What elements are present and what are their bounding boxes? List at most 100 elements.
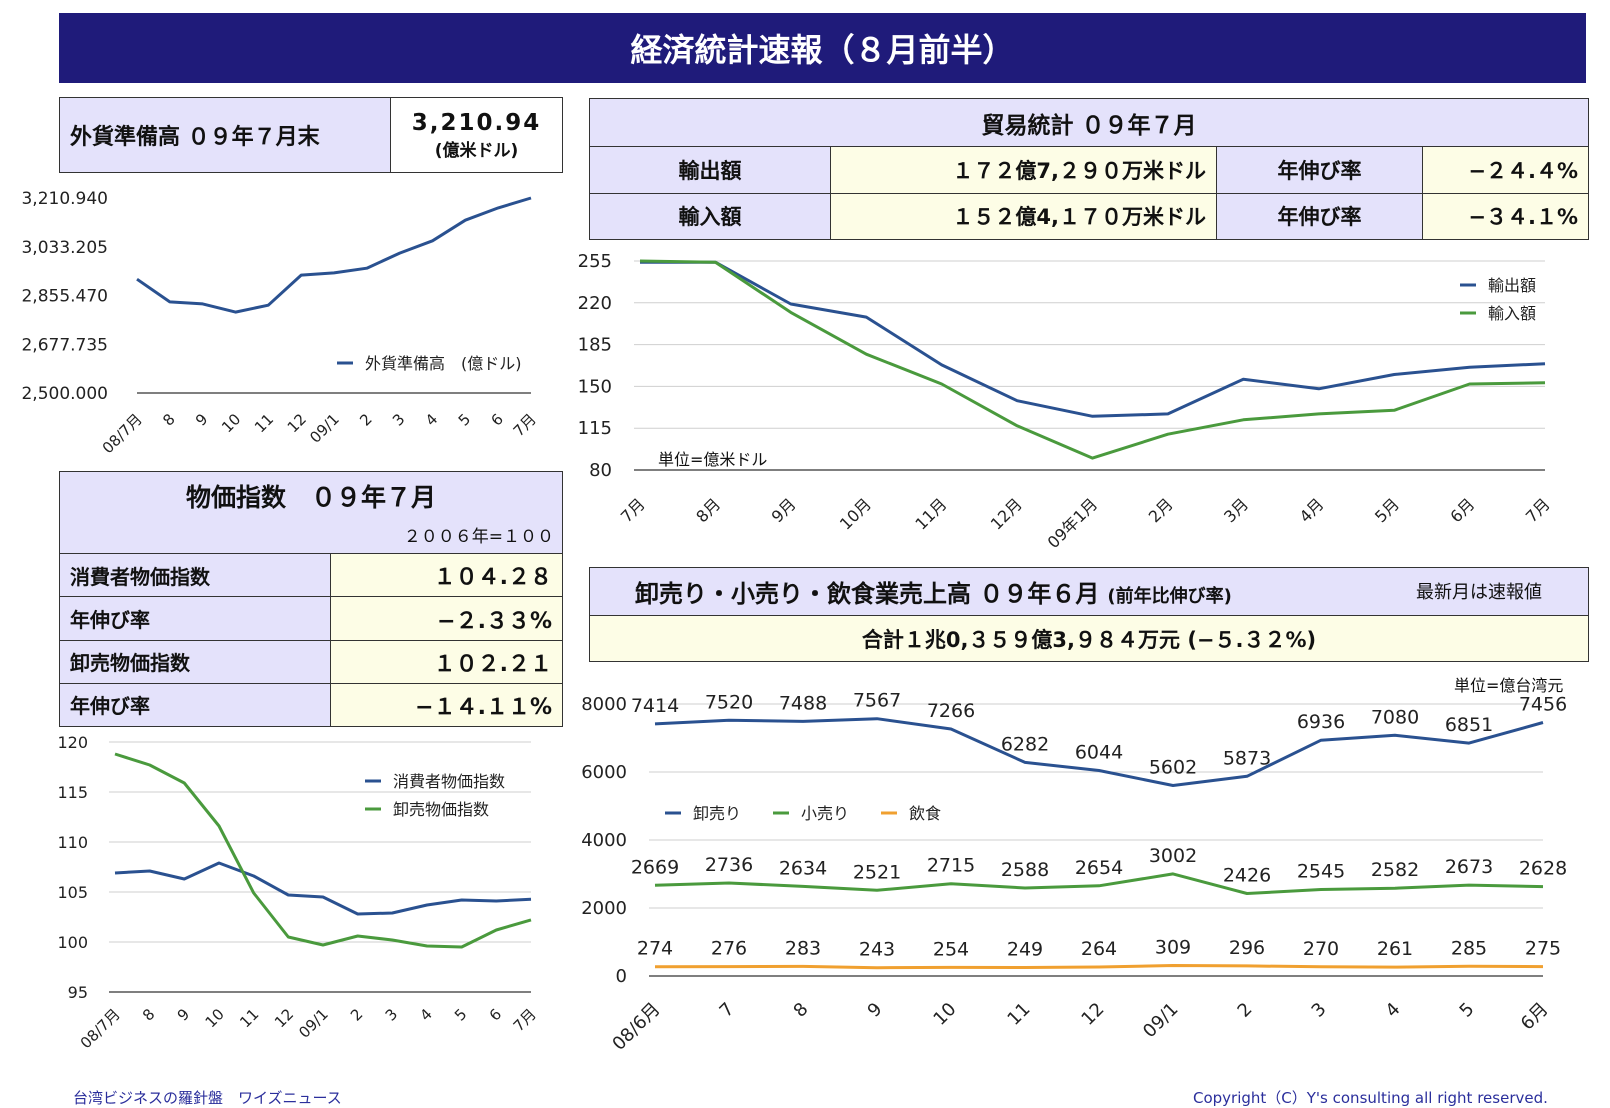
fx-ytick-label: 2,677.735 [21, 335, 108, 355]
trade-export-amount: １７２億7,２９０万米ドル [830, 146, 1217, 194]
sales-data-label: 264 [1081, 938, 1117, 960]
sales-data-label: 3002 [1149, 845, 1197, 867]
trade-ytick-label: 255 [578, 251, 612, 272]
price-xtick-label: 4 [416, 1005, 435, 1024]
price-series-line-1 [114, 861, 532, 916]
sales-title-suffix: (前年比伸び率) [1107, 586, 1232, 607]
sales-data-label: 283 [785, 937, 821, 959]
sales-data-label: 276 [711, 938, 747, 960]
sales-data-label: 2654 [1075, 857, 1123, 879]
trade-import-rate-label: 年伸び率 [1216, 192, 1423, 241]
trade-legend-label: 輸入額 [1488, 304, 1536, 323]
fx-xtick-label: 4 [422, 410, 441, 429]
sales-xtick-label: 6月 [1517, 999, 1553, 1035]
trade-title: 貿易統計 ０９年７月 [589, 97, 1589, 148]
sales-data-label: 2628 [1519, 858, 1567, 880]
fx-ytick-label: 3,210.940 [21, 189, 108, 209]
sales-data-label: 254 [933, 938, 969, 960]
price-wpi-rate-label: 年伸び率 [59, 682, 331, 728]
sales-data-label: 270 [1303, 938, 1339, 960]
fx-xtick-label: 09/1 [306, 410, 343, 447]
fx-xtick-label: 2 [356, 410, 375, 429]
sales-data-label: 274 [637, 938, 673, 960]
sales-data-label: 2715 [927, 855, 975, 877]
sales-xtick-label: 8 [790, 999, 813, 1022]
sales-data-label: 2582 [1371, 859, 1419, 881]
price-cpi-rate-label: 年伸び率 [59, 596, 331, 641]
fx-series-line-1 [136, 196, 532, 314]
fx-chart: 2,500.000 2,677.735 2,855.470 3,033.205 3,21… [21, 189, 539, 457]
fx-ytick-label: 3,033.205 [21, 238, 108, 258]
fx-header-table: 外貨準備高 ０９年７月末 3,210.94 (億米ドル) [59, 97, 563, 173]
sales-ytick-label: 8000 [581, 694, 627, 715]
sales-xtick-label: 08/6月 [608, 999, 664, 1055]
sales-data-label: 2669 [631, 856, 679, 878]
sales-legend-label: 飲食 [909, 804, 941, 823]
sales-series-line-3 [654, 964, 1544, 970]
sales-data-label: 5873 [1223, 747, 1271, 769]
trade-xtick-label: 4月 [1296, 494, 1328, 526]
trade-xtick-label: 3月 [1220, 494, 1252, 526]
price-xtick-label: 08/7月 [77, 1005, 124, 1052]
trade-series-line-1 [640, 260, 1546, 418]
fx-xtick-label: 08/7月 [99, 410, 146, 457]
sales-data-label: 7488 [779, 692, 827, 714]
price-xtick-label: 8 [139, 1005, 158, 1024]
price-xtick-label: 2 [347, 1005, 366, 1024]
price-series-line-2 [114, 752, 532, 949]
fx-legend-label: 外貨準備高 (億ドル) [365, 354, 522, 373]
sales-xtick-label: 9 [864, 999, 887, 1022]
price-xtick-label: 11 [236, 1005, 262, 1031]
sales-legend-label: 卸売り [693, 804, 741, 823]
fx-xtick-label: 5 [455, 410, 474, 429]
price-cpi-rate: −２.３３% [330, 596, 563, 641]
sales-data-label: 7414 [631, 695, 679, 717]
sales-data-label: 5602 [1149, 757, 1197, 779]
price-xtick-label: 12 [271, 1005, 297, 1031]
price-row-wpi-rate: 年伸び率 −１４.１１% [59, 682, 563, 728]
fx-xtick-label: 8 [159, 410, 178, 429]
trade-row-import: 輸入額 １５２億4,１７０万米ドル 年伸び率 −３４.１% [589, 192, 1589, 241]
price-xtick-label: 3 [382, 1005, 401, 1024]
price-ytick-label: 95 [68, 983, 88, 1002]
sales-data-label: 7456 [1519, 693, 1567, 715]
sales-ytick-label: 0 [616, 966, 627, 987]
footer-left: 台湾ビジネスの羅針盤 ワイズニュース [73, 1089, 342, 1107]
trade-xtick-label: 11月 [911, 494, 950, 533]
trade-xtick-label: 09年1月 [1044, 494, 1102, 552]
fx-xtick-label: 7月 [510, 410, 540, 440]
trade-import-amount: １５２億4,１７０万米ドル [830, 192, 1217, 241]
trade-ytick-label: 80 [589, 460, 612, 481]
sales-xtick-label: 3 [1308, 999, 1331, 1022]
sales-data-label: 261 [1377, 938, 1413, 960]
trade-legend-label: 輸出額 [1488, 276, 1536, 295]
sales-data-label: 6851 [1445, 714, 1493, 736]
fx-xtick-label: 9 [192, 410, 211, 429]
trade-xtick-label: 7月 [1522, 494, 1554, 526]
price-table: 物価指数 ０９年７月 ２００６年=１００ 消費者物価指数 １０４.２８ 年伸び率… [59, 470, 563, 728]
sales-xtick-label: 5 [1456, 999, 1479, 1022]
sales-total: 合計１兆0,３５９億3,９８４万元 (−５.３２%) [589, 615, 1589, 662]
trade-ytick-label: 185 [578, 335, 612, 356]
price-cpi-label: 消費者物価指数 [59, 553, 331, 598]
sales-data-label: 2521 [853, 861, 901, 883]
trade-import-label: 輸入額 [589, 192, 831, 241]
sales-unit-note: 単位=億台湾元 [1454, 676, 1564, 695]
price-xtick-label: 10 [202, 1005, 228, 1031]
sales-data-label: 2588 [1001, 859, 1049, 881]
footer-right: Copyright（C）Y's consulting all right res… [1193, 1089, 1548, 1107]
sales-data-label: 275 [1525, 938, 1561, 960]
price-xtick-label: 9 [174, 1005, 193, 1024]
price-legend-label: 消費者物価指数 [393, 772, 505, 791]
sales-title: 卸売り・小売り・飲食業売上高 ０９年６月 [635, 580, 1100, 608]
price-header-cell: 物価指数 ０９年７月 ２００６年=１００ [59, 470, 563, 555]
sales-ytick-label: 6000 [581, 762, 627, 783]
sales-xtick-label: 10 [929, 999, 960, 1030]
price-row-cpi-rate: 年伸び率 −２.３３% [59, 596, 563, 641]
price-base: ２００６年=１００ [403, 527, 554, 548]
page-title: 経済統計速報（８月前半） [59, 13, 1586, 83]
price-ytick-label: 105 [57, 883, 88, 902]
trade-ytick-label: 115 [578, 418, 612, 439]
price-wpi-rate: −１４.１１% [330, 682, 563, 728]
